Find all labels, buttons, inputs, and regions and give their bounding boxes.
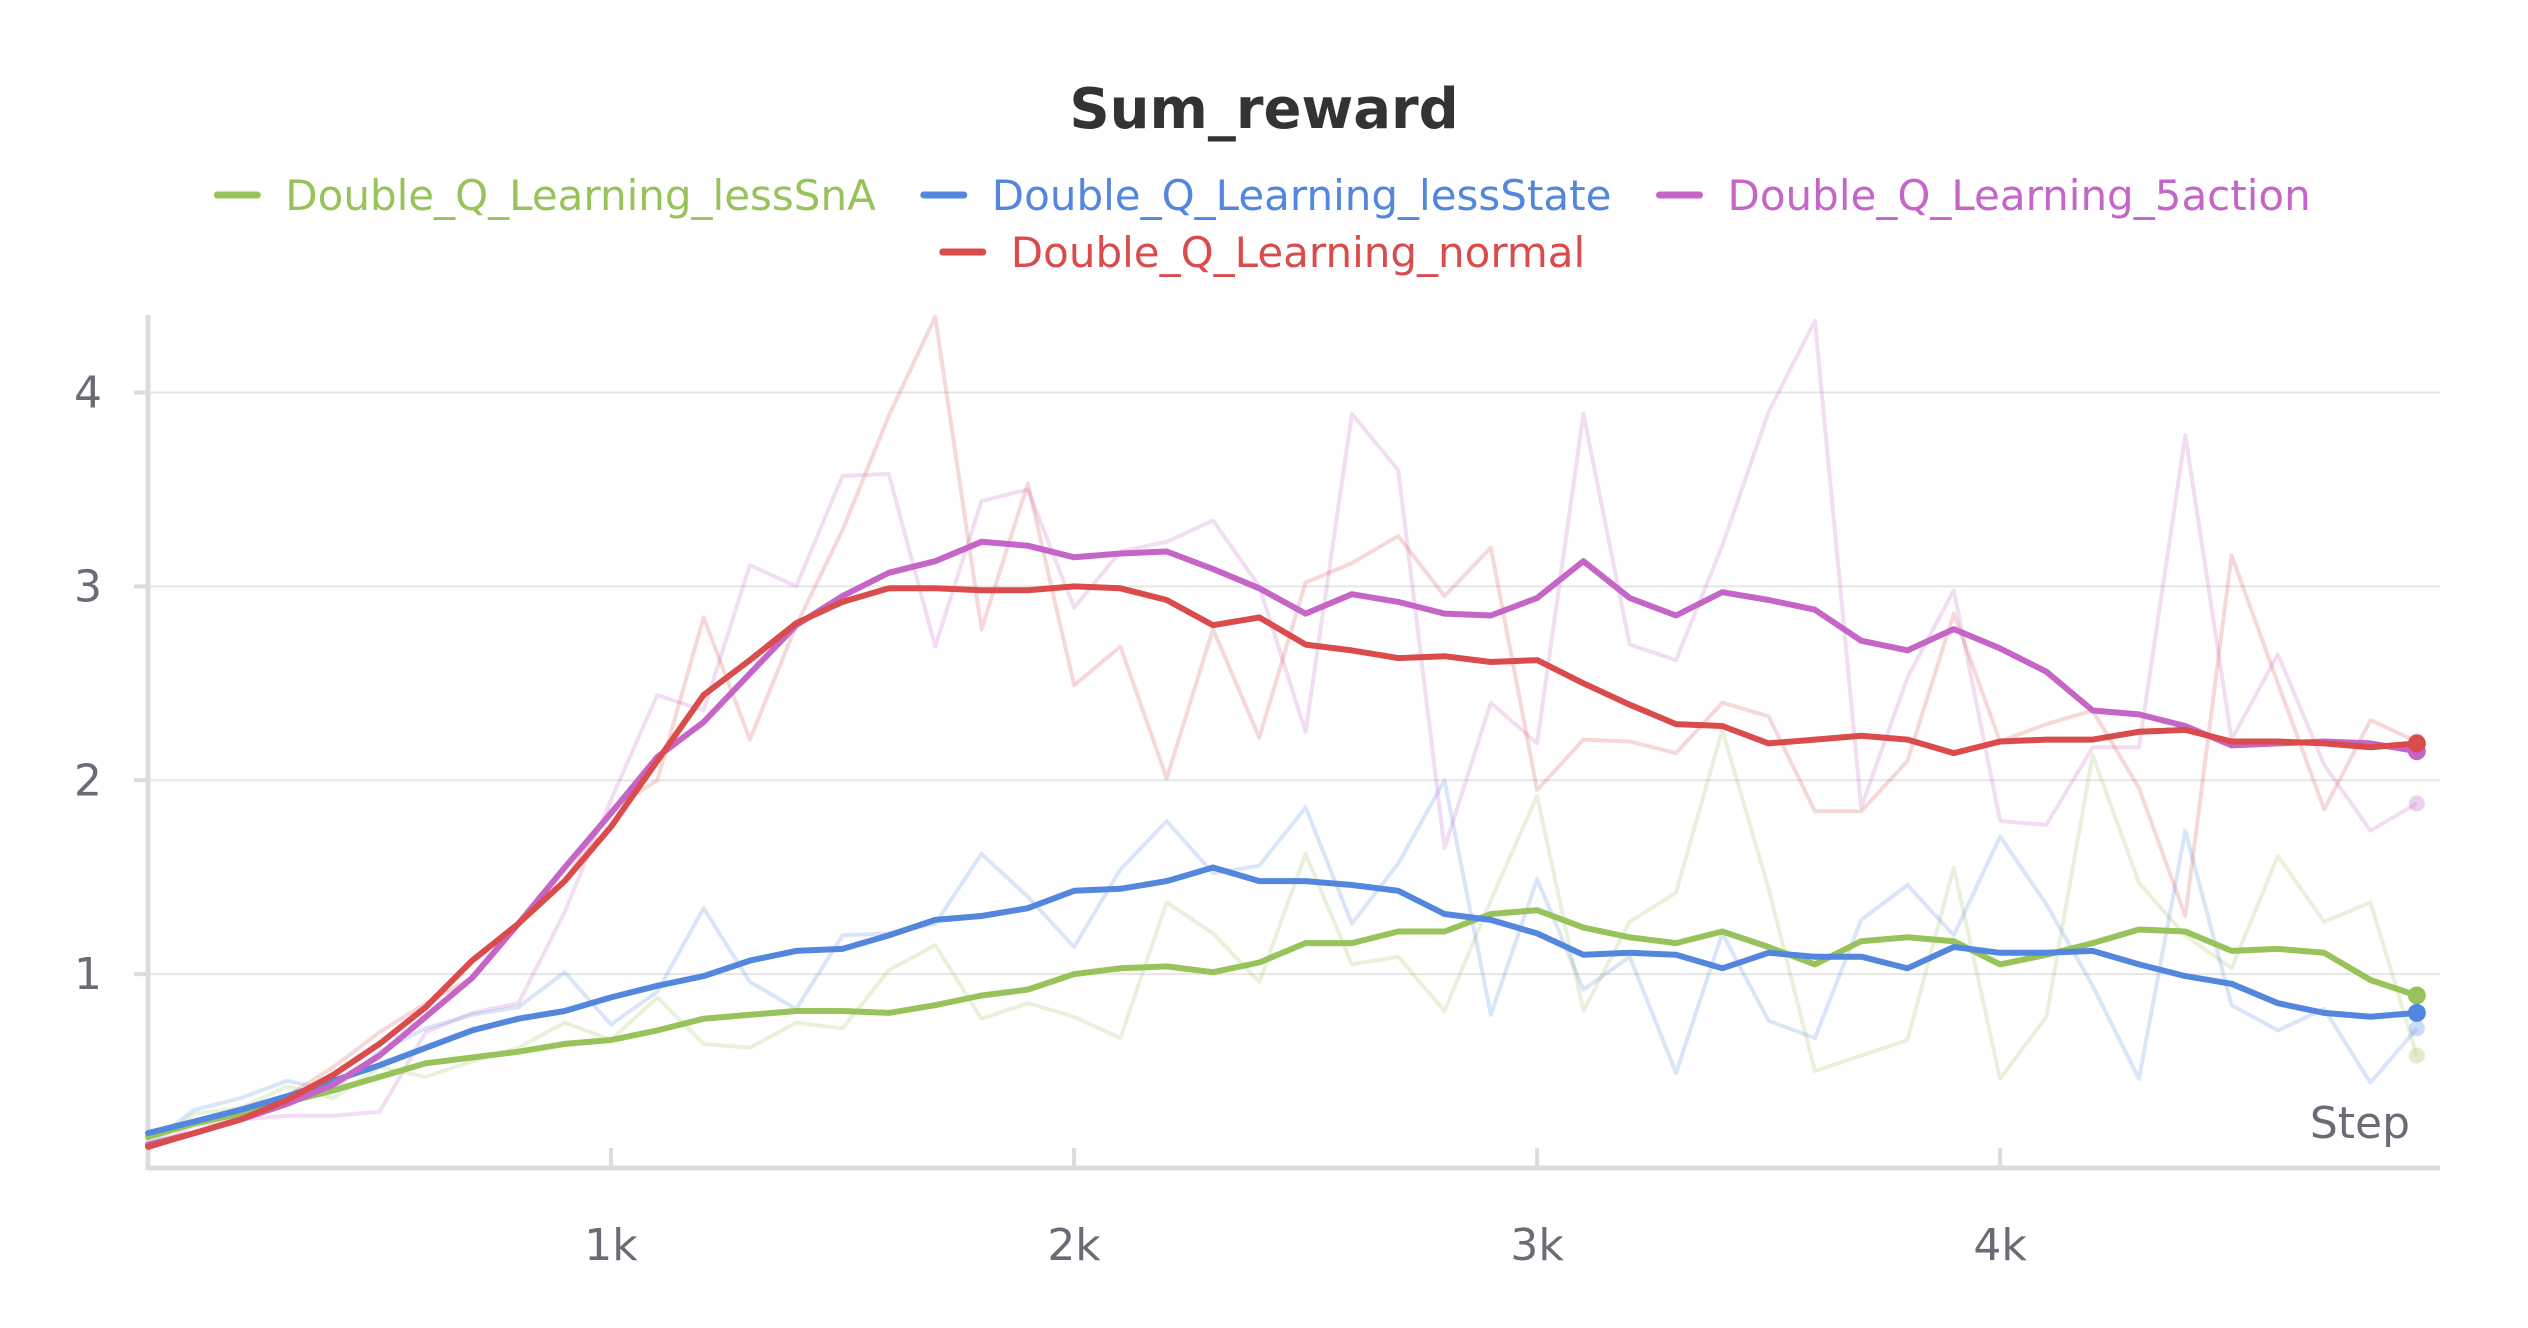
series-end-markers xyxy=(2407,733,2426,1064)
y-tick-label: 3 xyxy=(74,561,102,612)
legend-label: Double_Q_Learning_lessState xyxy=(992,171,1612,220)
x-tick-label: 2k xyxy=(1047,1220,1101,1271)
legend-item-double-q-learning-lesssna[interactable]: Double_Q_Learning_lessSnA xyxy=(213,171,876,220)
end-point-double-q-learning-lesssna xyxy=(2407,986,2426,1005)
x-tick-label: 4k xyxy=(1973,1220,2027,1271)
raw-end-point-double-q-learning-lesssna xyxy=(2408,1047,2425,1064)
legend-label: Double_Q_Learning_lessSnA xyxy=(285,171,876,220)
legend-label: Double_Q_Learning_5action xyxy=(1728,171,2311,220)
legend-item-double-q-learning-normal[interactable]: Double_Q_Learning_normal xyxy=(939,228,1585,277)
y-tick-label: 2 xyxy=(74,755,102,806)
y-tick-label: 4 xyxy=(74,368,102,419)
line-double-q-learning-lessstate xyxy=(145,864,2420,1137)
end-point-double-q-learning-normal xyxy=(2407,734,2426,753)
raw-line-double-q-learning-5action xyxy=(147,318,2418,1151)
x-tick-label: 3k xyxy=(1510,1220,1564,1271)
chart-title: Sum_reward xyxy=(1069,77,1458,142)
smoothed-series-lines xyxy=(145,538,2420,1150)
line-double-q-learning-normal xyxy=(145,583,2420,1150)
raw-line-double-q-learning-lessstate xyxy=(146,778,2419,1147)
x-axis-title: Step xyxy=(2310,1098,2410,1149)
legend-item-double-q-learning-lessstate[interactable]: Double_Q_Learning_lessState xyxy=(920,171,1612,220)
legend-label: Double_Q_Learning_normal xyxy=(1011,228,1585,277)
legend: Double_Q_Learning_lessSnA Double_Q_Learni… xyxy=(213,171,2311,277)
raw-line-double-q-learning-lesssna xyxy=(146,727,2419,1151)
end-point-double-q-learning-lessstate xyxy=(2407,1003,2426,1022)
grid-lines: 1 2 3 4 xyxy=(74,368,2440,1000)
raw-end-point-double-q-learning-lessstate xyxy=(2408,1020,2425,1037)
raw-end-point-double-q-learning-5action xyxy=(2408,795,2425,812)
axes: 1k 2k 3k 4k xyxy=(134,315,2440,1271)
x-tick-label: 1k xyxy=(584,1220,638,1271)
y-tick-label: 1 xyxy=(74,949,102,1000)
legend-item-double-q-learning-5action[interactable]: Double_Q_Learning_5action xyxy=(1656,171,2311,220)
line-double-q-learning-lesssna xyxy=(145,907,2420,1140)
